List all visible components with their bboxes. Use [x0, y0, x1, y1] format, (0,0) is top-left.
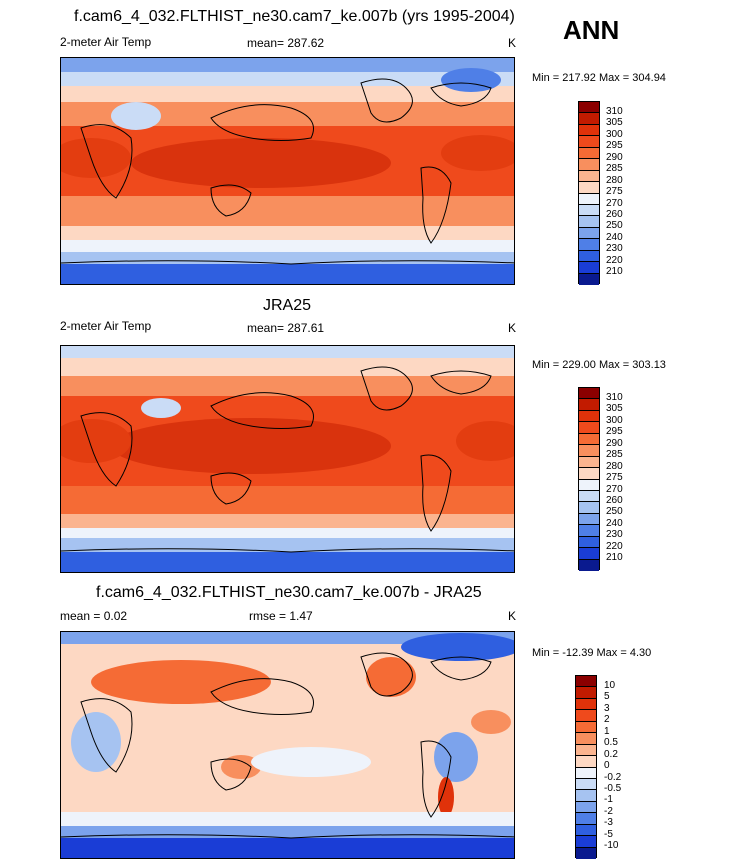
panel1-colorbar-label: 280 — [606, 175, 623, 186]
panel2-minmax: Min = 229.00 Max = 303.13 — [532, 359, 666, 371]
panel2-units-label: K — [508, 321, 517, 335]
panel1-colorbar-label: 250 — [606, 220, 623, 231]
panel2-colorbar-label: 285 — [606, 449, 623, 460]
panel3-colorbar-label: -10 — [604, 840, 619, 851]
panel1-colorbar — [578, 101, 600, 285]
panel1-units-label: K — [508, 36, 517, 50]
season-label: ANN — [563, 15, 620, 45]
panel2-colorbar-label: 305 — [606, 403, 623, 414]
panel1-colorbar-label: 240 — [606, 232, 623, 243]
panel3-units-label: K — [508, 609, 517, 623]
panel3-title: f.cam6_4_032.FLTHIST_ne30.cam7_ke.007b -… — [96, 584, 482, 601]
panel1-colorbar-label: 210 — [606, 266, 623, 277]
panel3-colorbar-label: 0.5 — [604, 737, 618, 748]
panel1-colorbar-label: 310 — [606, 106, 623, 117]
panel2-colorbar-label: 250 — [606, 506, 623, 517]
panel2-colorbar — [578, 387, 600, 571]
panel3-colorbar — [575, 675, 597, 859]
panel3-colorbar-label: 3 — [604, 703, 610, 714]
panel1-colorbar-label: 295 — [606, 140, 623, 151]
panel3-colorbar-label: -2 — [604, 806, 613, 817]
panel2-colorbar-label: 310 — [606, 392, 623, 403]
panel2-colorbar-label: 210 — [606, 552, 623, 563]
panel3-colorbar-label: 1 — [604, 726, 610, 737]
panel2-colorbar-label: 295 — [606, 426, 623, 437]
panel3-colorbar-label: -0.5 — [604, 783, 622, 794]
panel2-colorbar-label: 260 — [606, 495, 623, 506]
panel3-colorbar-label: 10 — [604, 680, 616, 691]
panel2-colorbar-label: 280 — [606, 461, 623, 472]
panel2-title: JRA25 — [263, 297, 312, 314]
panel1-colorbar-label: 305 — [606, 117, 623, 128]
panel2-colorbar-label: 230 — [606, 529, 623, 540]
panel1-colorbar-label: 275 — [606, 186, 623, 197]
panel3-colorbar-label: 0.2 — [604, 749, 618, 760]
panel3-colorbar-label: 5 — [604, 691, 610, 702]
panel3-colorbar-label: -3 — [604, 817, 613, 828]
panel1-title: f.cam6_4_032.FLTHIST_ne30.cam7_ke.007b (… — [74, 8, 515, 25]
panel2-colorbar-label: 270 — [606, 484, 623, 495]
panel3-colorbar-label: 2 — [604, 714, 610, 725]
panel1-colorbar-label: 220 — [606, 255, 623, 266]
panel1-map — [60, 57, 515, 285]
panel3-colorbar-label: -0.2 — [604, 772, 622, 783]
panel2-colorbar-label: 290 — [606, 438, 623, 449]
panel2-colorbar-label: 275 — [606, 472, 623, 483]
panel1-colorbar-label: 230 — [606, 243, 623, 254]
panel1-colorbar-label: 285 — [606, 163, 623, 174]
panel3-colorbar-label: 0 — [604, 760, 610, 771]
panel1-colorbar-label: 270 — [606, 198, 623, 209]
panel1-colorbar-label: 300 — [606, 129, 623, 140]
panel1-variable-label: 2-meter Air Temp — [60, 35, 152, 49]
panel3-mean-label: mean = 0.02 — [60, 609, 128, 623]
panel2-colorbar-label: 220 — [606, 541, 623, 552]
panel3-colorbar-label: -5 — [604, 829, 613, 840]
panel1-minmax: Min = 217.92 Max = 304.94 — [532, 72, 666, 84]
panel1-colorbar-label: 290 — [606, 152, 623, 163]
panel3-colorbar-label: -1 — [604, 794, 613, 805]
panel2-variable-label: 2-meter Air Temp — [60, 319, 152, 333]
panel2-mean-label: mean= 287.61 — [247, 321, 325, 335]
panel2-map — [60, 345, 515, 573]
panel3-minmax: Min = -12.39 Max = 4.30 — [532, 647, 652, 659]
panel2-colorbar-label: 240 — [606, 518, 623, 529]
panel3-rmse-label: rmse = 1.47 — [249, 609, 313, 623]
panel2-colorbar-label: 300 — [606, 415, 623, 426]
panel1-colorbar-label: 260 — [606, 209, 623, 220]
panel3-map — [60, 631, 515, 859]
panel1-mean-label: mean= 287.62 — [247, 36, 325, 50]
